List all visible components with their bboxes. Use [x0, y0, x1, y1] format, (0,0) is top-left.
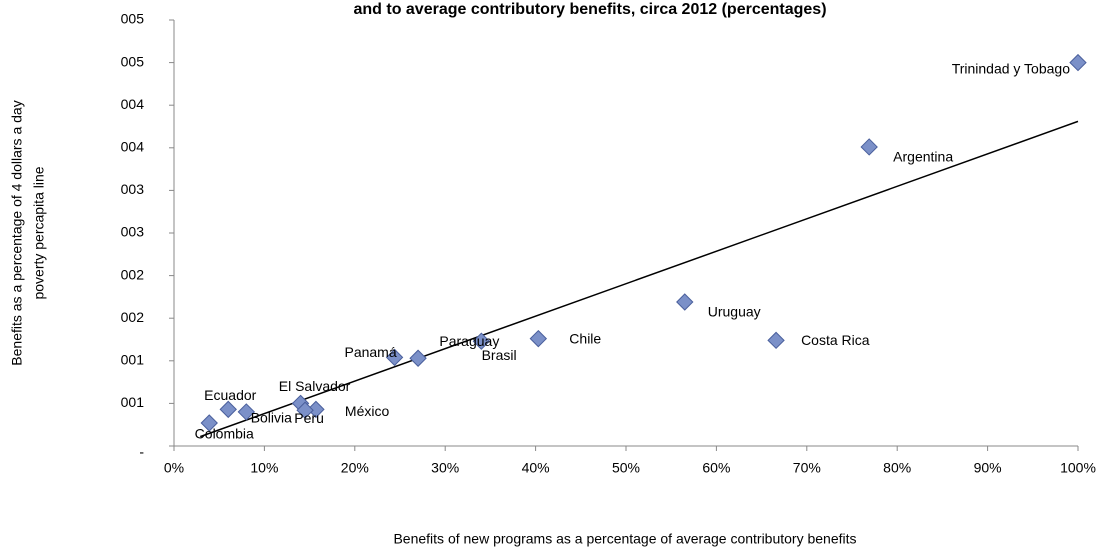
y-axis-label-line: poverty percapita line [31, 166, 47, 299]
point [409, 349, 427, 367]
point-label: Panamá [344, 344, 396, 360]
y-tick-label: 003 [121, 224, 145, 240]
point [307, 400, 325, 419]
point [472, 332, 491, 350]
x-tick-label: 20% [341, 460, 369, 476]
point [237, 403, 256, 421]
point [767, 331, 785, 350]
point-label: Peru [294, 410, 324, 426]
x-tick-label: 90% [974, 460, 1002, 476]
y-tick-label: 005 [121, 53, 145, 69]
y-axis-label-line: Benefits as a percentage of 4 dollars a … [9, 100, 25, 365]
x-tick-label: 10% [250, 460, 278, 476]
point-label: Trinindad y Tobago [952, 60, 1071, 76]
point-label: México [345, 403, 390, 419]
point [200, 414, 218, 432]
point-label: Argentina [893, 149, 953, 165]
point [296, 401, 314, 419]
x-tick-label: 50% [612, 460, 640, 476]
x-axis-label: Benefits of new programs as a percentage… [393, 531, 856, 547]
x-tick-label: 40% [522, 460, 550, 476]
trendline [199, 120, 1079, 438]
y-axis-label: Benefits as a percentage of 4 dollars a … [9, 100, 47, 365]
x-tick-label: 80% [883, 460, 911, 476]
point [1069, 53, 1087, 72]
x-tick-label: 70% [793, 460, 821, 476]
y-tick-label: - [139, 444, 144, 460]
point [529, 329, 548, 348]
y-tick-label: 001 [121, 352, 145, 368]
point-label: Chile [569, 330, 601, 346]
point [219, 400, 237, 419]
point-label: Colombia [195, 426, 254, 442]
point [860, 138, 878, 156]
point-label: Uruguay [708, 304, 761, 320]
y-tick-label: 003 [121, 181, 145, 197]
point-label: El Salvador [279, 378, 351, 394]
x-tick-label: 0% [164, 460, 184, 476]
x-tick-label: 30% [431, 460, 459, 476]
point-label: Bolivia [251, 410, 292, 426]
y-tick-label: 002 [121, 309, 145, 325]
y-tick-label: 001 [121, 394, 145, 410]
y-tick-label: 004 [121, 96, 145, 112]
point-label: Ecuador [204, 387, 256, 403]
point-label: Costa Rica [801, 332, 870, 348]
point-label: Brasil [482, 347, 517, 363]
y-tick-label: 002 [121, 266, 145, 282]
point [676, 293, 694, 311]
point [385, 348, 404, 367]
x-tick-label: 60% [702, 460, 730, 476]
point-label: Paraguay [439, 333, 499, 349]
y-tick-label: 005 [121, 11, 145, 27]
x-tick-label: 100% [1060, 460, 1096, 476]
chart-title: and to average contributory benefits, ci… [353, 1, 826, 18]
y-tick-label: 004 [121, 139, 145, 155]
